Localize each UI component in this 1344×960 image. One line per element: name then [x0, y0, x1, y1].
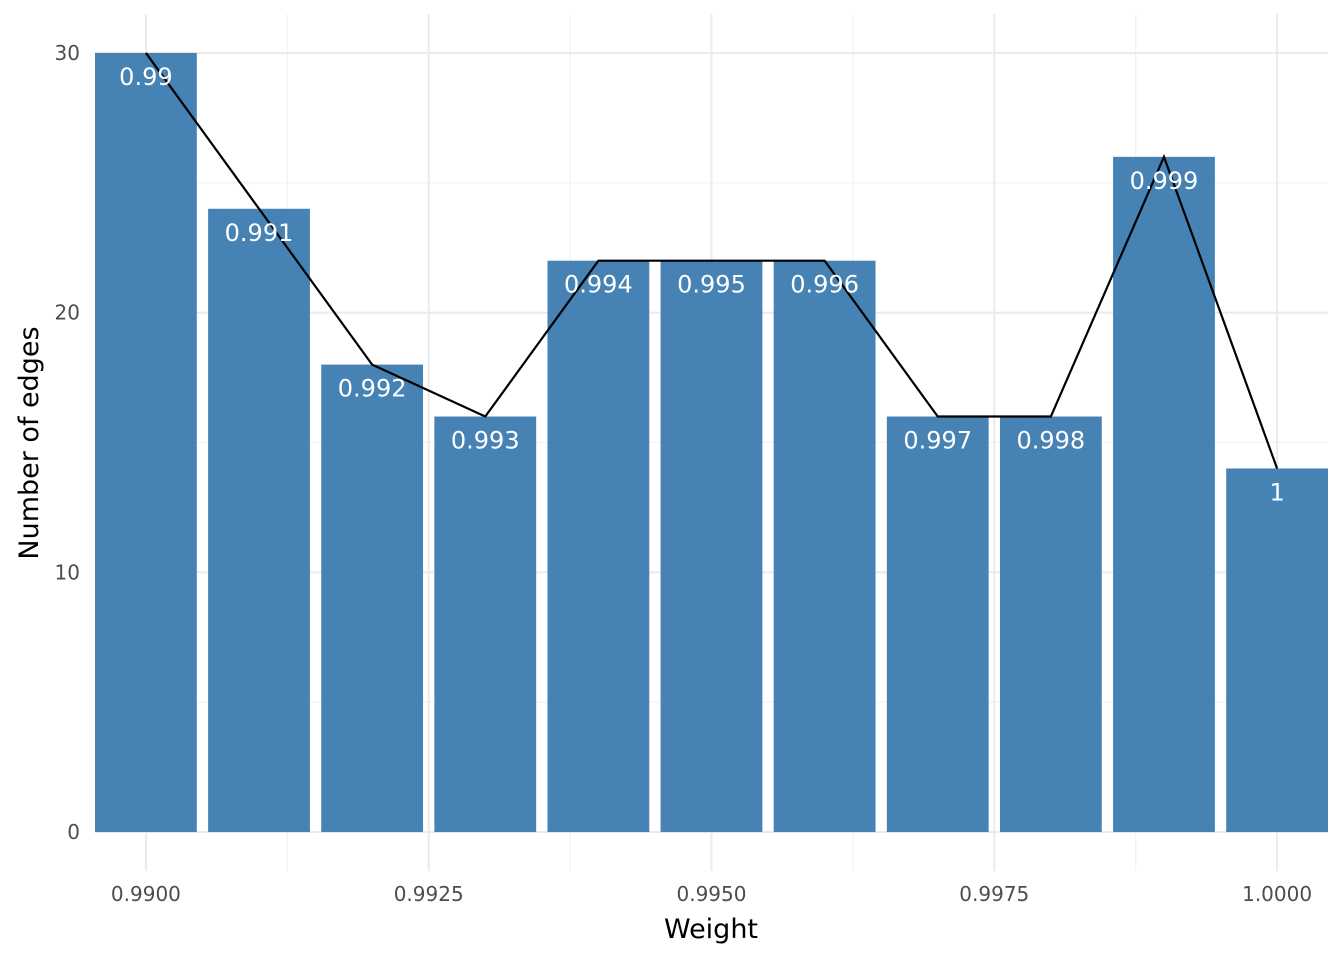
- bar: [434, 416, 537, 833]
- bar: [1113, 156, 1215, 833]
- bar: [660, 260, 763, 833]
- bar-label: 0.992: [338, 375, 407, 403]
- bar: [1226, 468, 1328, 833]
- x-tick-label: 1.0000: [1242, 882, 1312, 906]
- bar: [886, 416, 989, 833]
- bar-label: 0.997: [903, 427, 972, 455]
- tick-labels: 0 10 20 30 0.9900 0.9925 0.9950 0.9975 1.0000: [55, 41, 1313, 906]
- bar-label: 0.999: [1130, 167, 1199, 195]
- bar: [321, 364, 424, 833]
- x-tick-label: 0.9950: [677, 882, 747, 906]
- bar: [773, 260, 876, 833]
- bar-label: 1: [1269, 478, 1284, 506]
- bar-label: 0.993: [451, 427, 520, 455]
- line-series: [145, 52, 1279, 469]
- x-axis-title: Weight: [664, 914, 758, 945]
- bars: [95, 52, 1328, 833]
- bar: [95, 52, 197, 833]
- bar-label: 0.996: [790, 271, 859, 299]
- bar-labels: 0.99 0.991 0.992 0.993 0.994 0.995 0.996 0.997 0…: [119, 63, 1285, 507]
- y-tick-label: 20: [55, 301, 80, 325]
- bar: [547, 260, 650, 833]
- x-tick-label: 0.9925: [394, 882, 464, 906]
- y-axis-title: Number of edges: [14, 326, 45, 559]
- bar-label: 0.995: [677, 271, 746, 299]
- bar-label: 0.998: [1016, 427, 1085, 455]
- x-tick-label: 0.9900: [111, 882, 181, 906]
- x-tick-label: 0.9975: [959, 882, 1029, 906]
- bar: [999, 416, 1102, 833]
- bar-label: 0.994: [564, 271, 633, 299]
- y-tick-label: 10: [55, 560, 80, 584]
- bar: [208, 208, 310, 833]
- y-tick-label: 30: [55, 41, 80, 65]
- bar-label: 0.99: [119, 63, 172, 91]
- trend-line: [145, 52, 1279, 469]
- y-tick-label: 0: [67, 820, 80, 844]
- bar-label: 0.991: [225, 219, 294, 247]
